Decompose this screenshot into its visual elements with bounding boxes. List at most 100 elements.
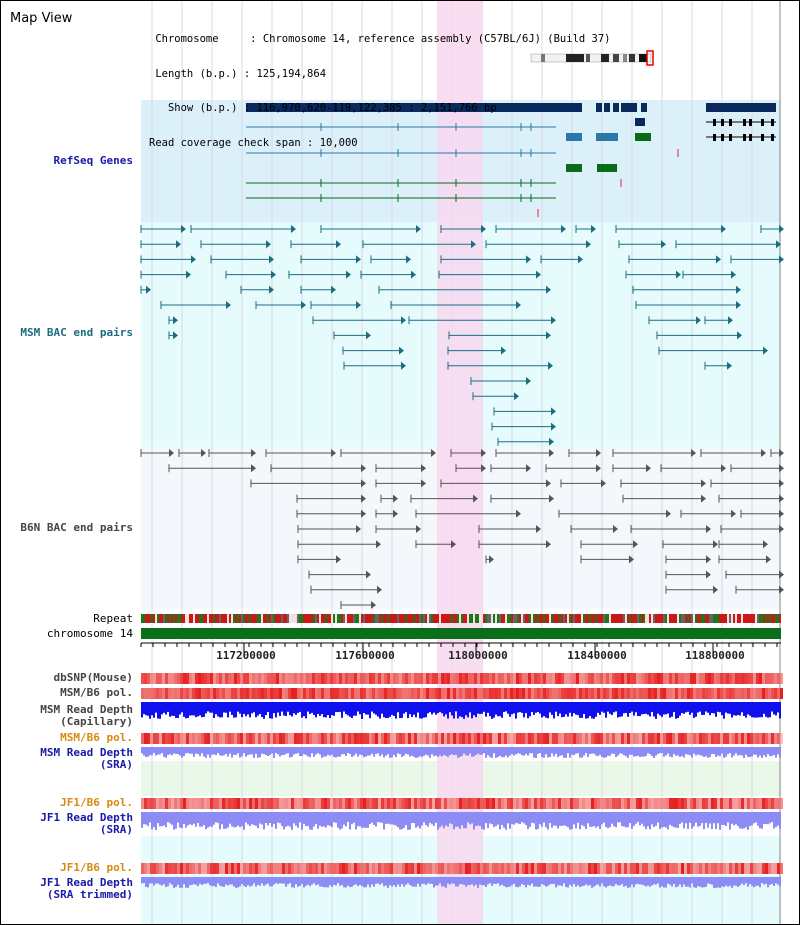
refseq-genes-track[interactable] (246, 103, 776, 217)
pol-segment (438, 673, 441, 684)
pol-segment (669, 863, 672, 874)
gene-feature[interactable] (597, 164, 617, 172)
gene-feature[interactable] (626, 103, 632, 112)
depth-bin (663, 702, 665, 715)
depth-bin (523, 702, 525, 718)
depth-bin (449, 747, 451, 756)
jf1-b6-pol-label[interactable]: JF1/B6 pol. (60, 796, 133, 809)
gene-feature[interactable] (566, 164, 582, 172)
gene-feature[interactable] (246, 103, 582, 112)
pol-segment (666, 733, 669, 744)
refseq-track-label[interactable]: RefSeq Genes (53, 154, 133, 167)
pol-segment (282, 673, 285, 684)
depth-bin (221, 812, 223, 825)
gene-feature[interactable] (635, 118, 645, 126)
gene-feature[interactable] (566, 133, 582, 141)
depth-bin (679, 702, 681, 716)
ideogram-body[interactable] (530, 53, 652, 63)
depth-bin (543, 812, 545, 823)
gene-marker[interactable] (620, 179, 622, 187)
gene-marker[interactable] (677, 149, 679, 157)
jf1-depth-trimmed-label[interactable]: JF1 Read Depth (40, 876, 133, 889)
depth-bin (207, 702, 209, 712)
gene-feature[interactable] (596, 103, 602, 112)
gene-feature[interactable] (596, 133, 618, 141)
repeat-element (145, 614, 147, 623)
pol-segment (624, 798, 627, 809)
gene-feature[interactable] (706, 103, 776, 112)
depth-bin (287, 812, 289, 826)
pol-segment (507, 798, 510, 809)
pol-segment (474, 798, 477, 809)
depth-bin (515, 877, 517, 887)
repeat-element (441, 614, 443, 623)
pol-segment (360, 798, 363, 809)
depth-bin (733, 702, 735, 716)
depth-bin (725, 812, 727, 827)
depth-bin (323, 812, 325, 827)
depth-bin (531, 702, 533, 713)
selection-highlight[interactable] (437, 1, 483, 924)
chromosome-bar[interactable] (141, 628, 781, 639)
depth-bin (541, 812, 543, 827)
pol-segment (333, 863, 336, 874)
depth-bin (681, 812, 683, 823)
repeat-element (643, 614, 645, 623)
repeat-element (341, 614, 343, 623)
gene-marker[interactable] (537, 209, 539, 217)
pol-segment (399, 688, 402, 699)
msm-depth-sra-label[interactable]: MSM Read Depth (40, 746, 133, 759)
pol-segment (633, 673, 636, 684)
pol-segment (294, 798, 297, 809)
dbsnp-track-label[interactable]: dbSNP(Mouse) (53, 671, 133, 684)
gene-feature[interactable] (635, 133, 651, 141)
depth-bin (207, 747, 209, 755)
bac-end-arrow (561, 225, 566, 233)
depth-bin (773, 747, 775, 755)
gene-feature[interactable] (621, 103, 627, 112)
b6n-bac-track[interactable] (140, 449, 784, 609)
depth-bin (643, 812, 645, 827)
gene-feature[interactable] (641, 103, 647, 112)
pol-segment (441, 688, 444, 699)
repeat-element (391, 614, 393, 623)
pol-segment (147, 798, 150, 809)
pol-segment (465, 673, 468, 684)
repeat-element (533, 614, 535, 623)
msm-b6-pol-track-label[interactable]: MSM/B6 pol. (60, 686, 133, 699)
msm-bac-track-label[interactable]: MSM BAC end pairs (20, 326, 133, 339)
msm-depth-capillary-label[interactable]: MSM Read Depth (40, 703, 133, 716)
pol-segment (144, 863, 147, 874)
depth-bin (247, 812, 249, 825)
depth-bin (295, 702, 297, 715)
repeat-element (147, 614, 149, 623)
pol-segment (468, 798, 471, 809)
repeat-track[interactable] (141, 614, 781, 623)
jf1-b6-pol-trimmed-label[interactable]: JF1/B6 pol. (60, 861, 133, 874)
bac-end-arrow (779, 225, 784, 233)
depth-bin (561, 747, 563, 756)
gene-feature[interactable] (613, 103, 619, 112)
depth-bin (657, 812, 659, 823)
gene-feature[interactable] (631, 103, 637, 112)
depth-bin (669, 702, 671, 718)
ideogram-position-marker[interactable] (646, 50, 654, 66)
jf1-depth-sra-label[interactable]: JF1 Read Depth (40, 811, 133, 824)
repeat-element (219, 614, 221, 623)
pol-segment (504, 688, 507, 699)
pol-segment (510, 798, 513, 809)
b6n-bac-track-label[interactable]: B6N BAC end pairs (20, 521, 133, 534)
bac-end-arrow (399, 346, 404, 355)
pol-segment (681, 673, 684, 684)
polymorphism-depth-tracks[interactable] (141, 673, 783, 888)
gene-feature[interactable] (604, 103, 610, 112)
pol-segment (396, 673, 399, 684)
pol-segment (435, 733, 438, 744)
repeat-element (225, 614, 227, 623)
msm-b6-pol-sra-label[interactable]: MSM/B6 pol. (60, 731, 133, 744)
bac-end-arrow (481, 225, 486, 233)
pol-segment (780, 688, 783, 699)
chromosome-ideogram[interactable] (530, 50, 654, 66)
msm-bac-track[interactable] (140, 225, 784, 446)
pol-segment (756, 688, 759, 699)
